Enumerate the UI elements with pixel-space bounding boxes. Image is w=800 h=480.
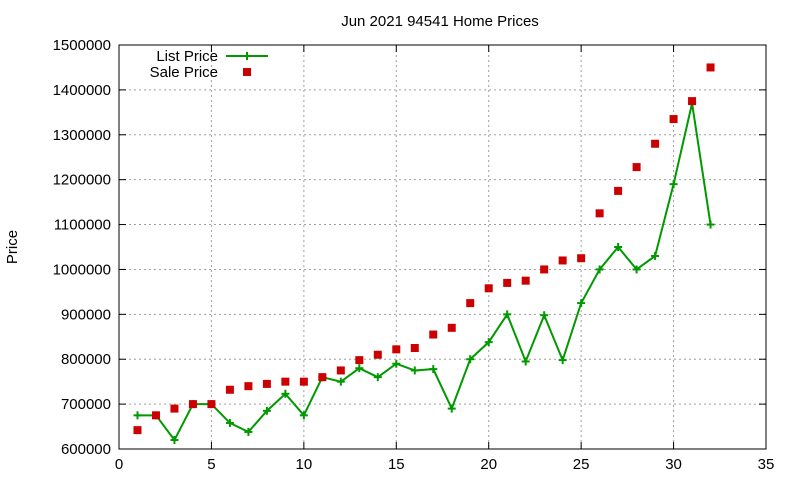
sale-price-point: [706, 63, 715, 72]
list-price-point: [373, 373, 382, 382]
y-tick-label: 1400000: [53, 82, 111, 99]
sale-price-point: [281, 377, 290, 386]
y-tick-label: 1000000: [53, 261, 111, 278]
legend-square-swatch: [243, 68, 251, 76]
sale-price-point: [336, 366, 345, 375]
plot-frame: [118, 44, 767, 450]
sale-price-point: [521, 276, 530, 285]
list-price-point: [262, 406, 271, 415]
list-price-point: [281, 389, 290, 398]
list-price-point: [632, 265, 641, 274]
sale-price-point: [392, 345, 401, 354]
list-price-point: [133, 411, 142, 420]
sale-price-point: [558, 256, 567, 265]
sale-price-point: [299, 377, 308, 386]
sale-price-point: [262, 379, 271, 388]
x-tick-label: 35: [758, 456, 775, 473]
list-price-point: [669, 180, 678, 189]
x-tick-label: 0: [115, 456, 123, 473]
legend-plus-swatch: [243, 52, 251, 60]
legend-label: List Price: [156, 48, 218, 65]
sale-price-point: [318, 373, 327, 382]
list-price-point: [336, 377, 345, 386]
list-price-point: [429, 365, 438, 374]
list-price-point: [466, 355, 475, 364]
sale-price-point: [244, 382, 253, 391]
y-tick-label: 600000: [61, 441, 111, 458]
list-price-point: [558, 356, 567, 365]
chart-title: Jun 2021 94541 Home Prices: [341, 13, 539, 30]
list-price-line: [137, 103, 712, 442]
x-tick-label: 5: [207, 456, 215, 473]
sale-price-point: [669, 115, 678, 124]
sale-price-point: [225, 385, 234, 394]
y-tick-label: 1300000: [53, 127, 111, 144]
x-tick-label: 15: [388, 456, 405, 473]
sale-price-point: [151, 411, 160, 420]
y-tick-label: 900000: [61, 306, 111, 323]
x-tick-label: 10: [296, 456, 313, 473]
list-price-point: [225, 418, 234, 427]
x-tick-label: 30: [665, 456, 682, 473]
sale-price-point: [188, 400, 197, 409]
sale-price-point: [466, 299, 475, 308]
y-axis-label: Price: [4, 230, 21, 264]
list-price-point: [614, 243, 623, 251]
list-price-point: [170, 436, 179, 445]
list-price-point: [484, 338, 493, 347]
legend-label: Sale Price: [150, 64, 218, 81]
y-tick-label: 800000: [61, 351, 111, 368]
sale-price-point: [484, 284, 493, 293]
list-price-point: [521, 357, 530, 366]
sale-price-point: [503, 278, 512, 287]
sale-price-point: [429, 330, 438, 339]
list-price-point: [447, 404, 456, 413]
sale-price-point: [355, 356, 364, 365]
list-price-point: [392, 359, 401, 368]
list-price-point: [299, 411, 308, 420]
list-price-point: [706, 220, 715, 229]
sale-price-point: [207, 400, 216, 409]
list-price-point: [244, 427, 253, 436]
sale-price-point: [170, 404, 179, 413]
list-price-point: [503, 310, 512, 319]
series-layer: [133, 63, 715, 445]
sale-price-point: [614, 186, 623, 195]
list-price-point: [595, 265, 604, 274]
list-price-point: [651, 251, 660, 260]
y-tick-label: 1200000: [53, 172, 111, 189]
sale-price-point: [577, 254, 586, 263]
y-tick-label: 700000: [61, 396, 111, 413]
axis-ticks: 0 5 10 15 20 25 30 35 600000 700000 800000 900000 10…: [53, 37, 775, 473]
x-tick-label: 25: [573, 456, 590, 473]
sale-price-point: [595, 209, 604, 218]
y-tick-label: 1100000: [54, 217, 111, 234]
y-tick-label: 1500000: [53, 37, 111, 54]
sale-price-point: [688, 97, 697, 106]
list-price-point: [410, 366, 419, 375]
sale-price-point: [447, 323, 456, 332]
sale-price-point: [133, 426, 142, 435]
sale-price-point: [540, 265, 549, 274]
sale-price-point: [410, 344, 419, 352]
x-tick-label: 20: [480, 456, 497, 473]
list-price-point: [540, 311, 549, 320]
sale-price-point: [651, 139, 660, 148]
sale-price-point: [632, 163, 641, 172]
sale-price-point: [373, 350, 382, 359]
list-price-point: [355, 364, 364, 373]
list-price-point: [577, 299, 586, 308]
